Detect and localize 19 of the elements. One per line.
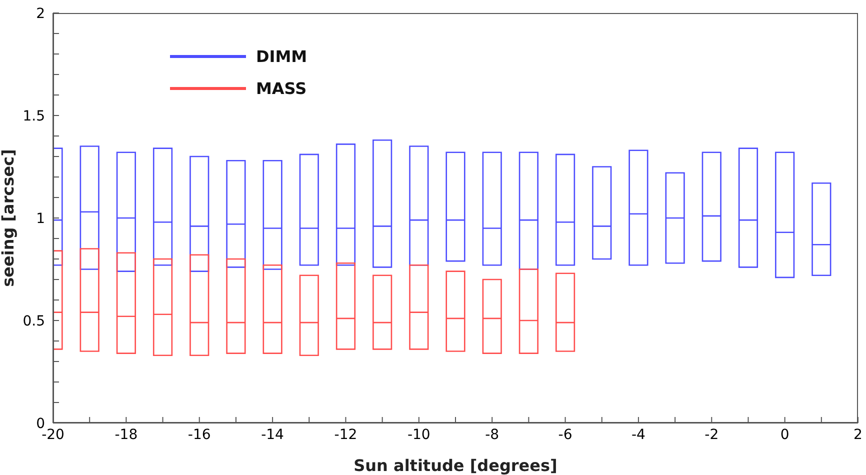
legend-label: DIMM <box>256 46 308 66</box>
x-tick-label: -18 <box>114 426 138 443</box>
x-tick-label: -8 <box>485 426 500 443</box>
x-tick-label: -4 <box>631 426 646 443</box>
x-tick-label: -16 <box>188 426 211 443</box>
y-tick-label: 1 <box>36 210 45 227</box>
x-tick-label: -10 <box>407 426 430 443</box>
y-tick-label: 0.5 <box>22 313 45 330</box>
y-tick-label: 2 <box>36 6 45 22</box>
x-tick-label: 2 <box>854 426 862 443</box>
x-tick-label: -2 <box>704 426 719 443</box>
x-tick-label: -12 <box>334 426 358 443</box>
legend-label: MASS <box>256 78 307 98</box>
x-axis-title: Sun altitude [degrees] <box>354 456 558 475</box>
y-tick-label: 1.5 <box>22 108 45 124</box>
x-tick-label: -6 <box>558 426 572 443</box>
x-tick-label: -14 <box>261 426 284 443</box>
x-tick-label: 0 <box>780 426 790 443</box>
y-axis-title: seeing [arcsec] <box>0 149 18 287</box>
